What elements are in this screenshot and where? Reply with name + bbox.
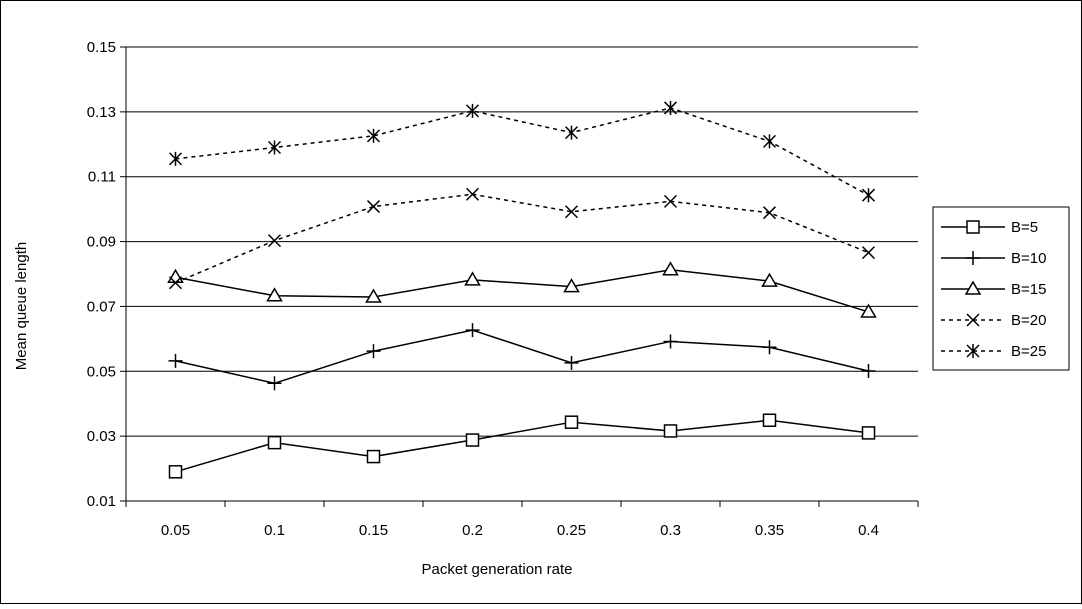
data-point (366, 128, 381, 143)
data-point (564, 205, 579, 219)
data-point (564, 355, 579, 370)
legend-item: B=20 (941, 312, 1046, 329)
series-group (167, 100, 877, 479)
data-point (861, 363, 876, 378)
data-point (966, 344, 980, 358)
data-point (966, 313, 980, 327)
series-line (175, 329, 869, 385)
data-point (168, 353, 183, 368)
series-b-25 (168, 100, 876, 203)
series-b-20 (168, 187, 876, 290)
legend-item: B=5 (941, 219, 1038, 236)
data-point (663, 194, 678, 208)
data-point (762, 134, 777, 149)
x-tick-label: 0.35 (755, 522, 784, 539)
data-point (861, 188, 876, 203)
data-point (966, 220, 980, 234)
data-point (267, 140, 282, 155)
x-tick-label: 0.25 (557, 522, 586, 539)
legend-item: B=25 (941, 343, 1046, 360)
x-tick-label: 0.1 (264, 522, 285, 539)
data-point (366, 200, 381, 214)
data-point (267, 376, 282, 391)
data-point (465, 103, 480, 118)
data-point (663, 334, 678, 349)
data-point (663, 100, 678, 115)
data-point (465, 433, 480, 447)
y-tick-label: 0.09 (87, 234, 116, 251)
data-point (964, 280, 982, 295)
data-point (861, 426, 876, 440)
series-line (175, 419, 869, 473)
series-b-15 (167, 261, 877, 318)
data-point (168, 151, 183, 166)
data-point (762, 340, 777, 355)
x-tick-label: 0.2 (462, 522, 483, 539)
data-point (465, 187, 480, 201)
data-point (168, 276, 183, 290)
y-tick-label: 0.11 (88, 169, 116, 186)
x-tick-label: 0.3 (660, 522, 681, 539)
legend-label: B=20 (1011, 312, 1046, 329)
legend-item: B=10 (941, 250, 1046, 267)
y-tick-label: 0.13 (87, 104, 116, 121)
y-tick-label: 0.03 (87, 428, 116, 445)
y-tick-label: 0.15 (87, 39, 116, 56)
x-axis-title: Packet generation rate (422, 561, 573, 578)
x-tick-label: 0.05 (161, 522, 190, 539)
y-tick-label: 0.05 (87, 363, 116, 380)
data-point (564, 415, 579, 429)
data-point (365, 288, 382, 303)
legend-label: B=15 (1011, 281, 1046, 298)
legend-item: B=15 (941, 280, 1046, 298)
legend-label: B=5 (1011, 219, 1038, 236)
x-tick-label: 0.4 (858, 522, 879, 539)
y-tick-label: 0.07 (87, 298, 116, 315)
series-line (175, 193, 869, 284)
data-point (266, 287, 283, 302)
y-tick-label: 0.01 (87, 493, 116, 510)
legend-label: B=25 (1011, 343, 1046, 360)
gridlines (126, 46, 918, 437)
legend-label: B=10 (1011, 250, 1046, 267)
data-point (861, 246, 876, 260)
legend: B=5 B=10 B=15 B=20 B=25 (932, 206, 1070, 371)
data-point (663, 424, 678, 438)
data-point (762, 413, 777, 428)
x-tick-label: 0.15 (359, 522, 388, 539)
data-point (563, 278, 580, 293)
axes: 0.01 0.03 0.05 0.07 0.09 0.11 0.13 0.15 0.05 0.1 0… (87, 39, 919, 539)
data-point (564, 125, 579, 140)
data-point (465, 323, 480, 338)
data-point (761, 272, 778, 287)
data-point (464, 271, 481, 286)
data-point (267, 435, 282, 450)
data-point (366, 344, 381, 359)
data-point (366, 449, 381, 464)
data-point (762, 206, 777, 220)
series-b-10 (168, 323, 876, 391)
data-point (662, 261, 679, 276)
data-point (860, 303, 877, 318)
data-point (168, 465, 183, 479)
series-line (175, 269, 869, 313)
series-line (175, 107, 869, 196)
y-axis-title: Mean queue length (13, 242, 30, 370)
data-point (966, 251, 980, 265)
series-b-5 (168, 413, 876, 479)
data-point (267, 234, 282, 248)
